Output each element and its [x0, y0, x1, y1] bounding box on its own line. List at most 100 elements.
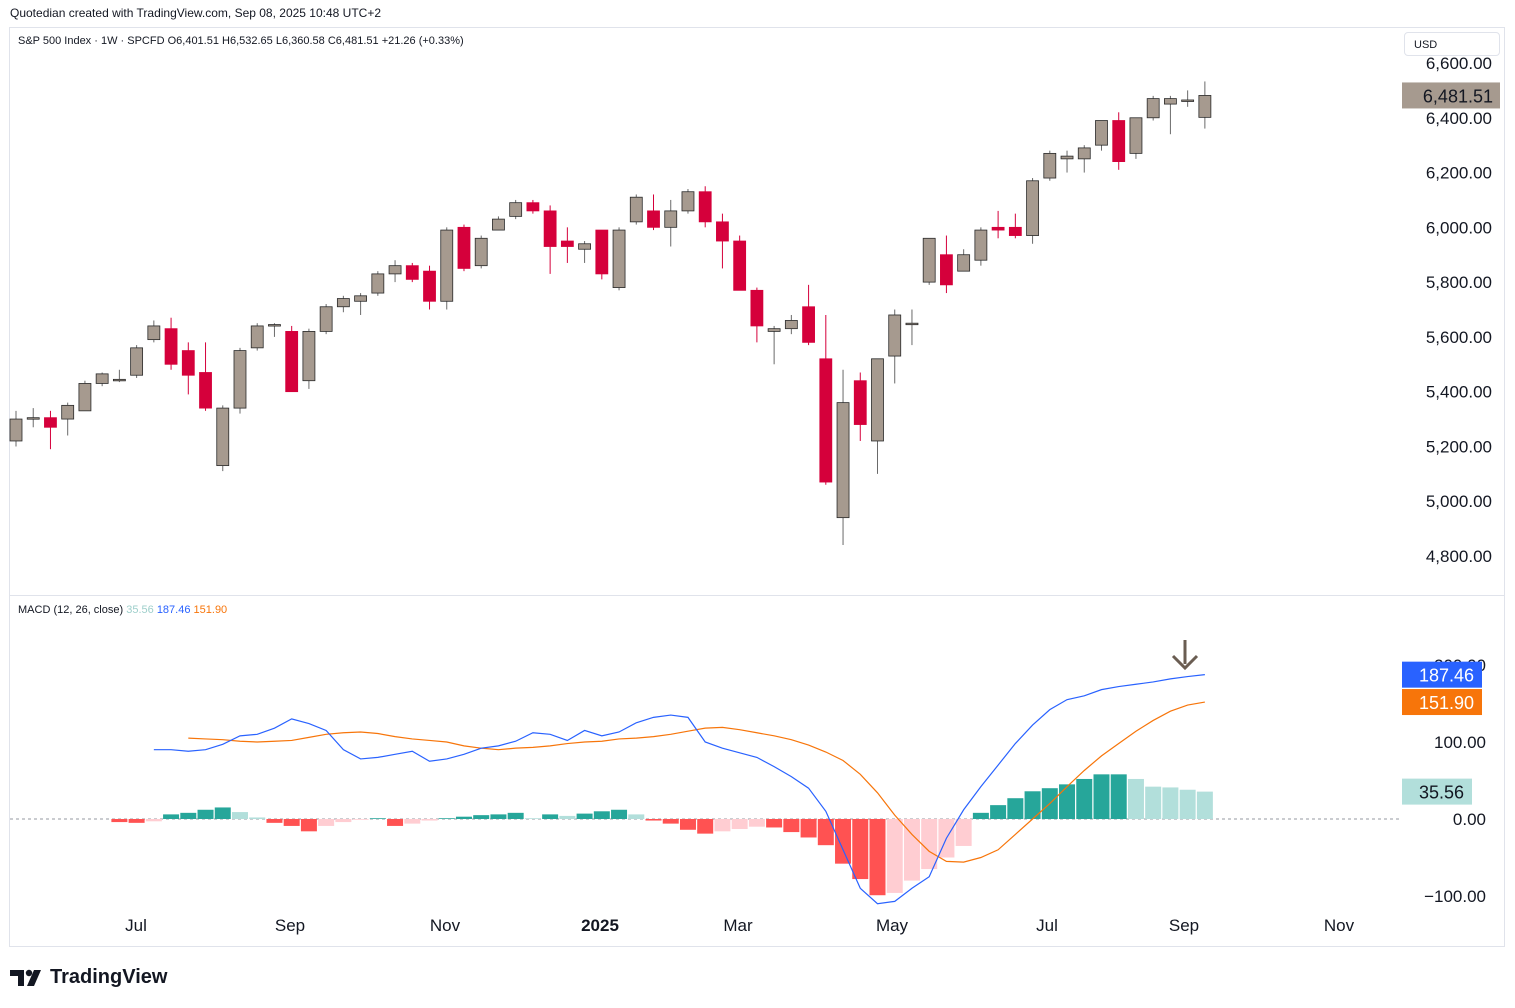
close-value: C6,481.51 [327, 35, 379, 47]
candle-body [44, 417, 57, 428]
candle-body [871, 358, 884, 442]
time-axis-label: 2025 [581, 916, 619, 935]
price-legend[interactable]: S&P 500 Index · 1W · SPCFD O6,401.51 H6,… [18, 35, 464, 47]
candle-body [1146, 98, 1160, 119]
macd-histogram-bar [1024, 791, 1041, 819]
candle-body [819, 358, 833, 483]
macd-histogram-bar [111, 819, 128, 823]
macd-histogram-bar [438, 818, 455, 819]
macd-histogram-bar [1196, 791, 1213, 819]
tradingview-icon [10, 969, 41, 986]
candle-body [629, 196, 643, 223]
hist-value-tag [1402, 778, 1472, 805]
candle-body [457, 226, 471, 269]
candle-body [1095, 120, 1108, 146]
macd-histogram-bar [972, 812, 989, 819]
macd-histogram-bar [283, 819, 300, 826]
macd-legend[interactable]: MACD (12, 26, close) 35.56 187.46 151.90 [18, 604, 227, 616]
macd-histogram-bar [335, 819, 352, 823]
candle-body [492, 218, 505, 231]
candle-body [354, 295, 368, 302]
macd-value-tag [1402, 661, 1482, 688]
macd-histogram-bar [628, 814, 645, 819]
price-axis-tick: 4,800.00 [1426, 547, 1492, 566]
candle-body [1198, 95, 1212, 118]
candle-body [423, 270, 436, 302]
candle-body [1043, 152, 1057, 179]
macd-histogram-bar [576, 813, 593, 819]
candle-body [250, 325, 264, 349]
symbol-label[interactable]: S&P 500 Index · 1W · SPCFD [18, 35, 165, 47]
candle-body [78, 383, 92, 412]
candle-body [233, 350, 247, 409]
macd-histogram-bar [421, 819, 438, 821]
candle-body [268, 324, 281, 327]
candle-body [836, 402, 850, 519]
candle-body [716, 221, 729, 242]
candle-body [681, 191, 695, 212]
macd-histogram-bar [214, 807, 231, 819]
macd-histogram-bar [817, 819, 834, 846]
macd-histogram-bar [455, 816, 472, 819]
macd-histogram-bar [490, 814, 507, 819]
candle-body [802, 306, 815, 343]
macd-value-label: 187.46 [1419, 666, 1474, 686]
macd-histogram-bar [869, 819, 886, 896]
candle-body [388, 265, 402, 275]
macd-histogram-bar [318, 819, 335, 826]
low-value: L6,360.58 [275, 35, 325, 47]
macd-histogram-bar [611, 809, 628, 819]
brand-name: TradingView [50, 966, 168, 988]
candle-body [61, 404, 75, 420]
tradingview-logo[interactable]: TradingView [10, 966, 167, 989]
currency-button[interactable]: USD [1404, 32, 1500, 56]
macd-signal-value: 151.90 [193, 604, 228, 616]
macd-histogram-bar [1145, 786, 1162, 819]
time-axis-label: Jul [1036, 916, 1058, 935]
price-axis-tick: 5,200.00 [1426, 437, 1492, 456]
macd-histogram-bar [128, 819, 145, 823]
macd-histogram-bar [559, 815, 576, 819]
candle-body [319, 306, 333, 332]
macd-histogram-bar [1179, 789, 1196, 819]
pane-divider[interactable] [10, 595, 1504, 596]
macd-histogram-bar [542, 814, 559, 819]
macd-histogram-bar [1127, 778, 1144, 819]
macd-hist-value: 35.56 [126, 604, 154, 616]
signal-value-tag [1402, 689, 1482, 716]
time-axis-label: Mar [723, 916, 753, 935]
candle-body [405, 265, 419, 280]
macd-axis-tick: −100.00 [1424, 887, 1486, 906]
macd-histogram-bar [766, 819, 783, 828]
macd-histogram-bar [1110, 774, 1127, 819]
macd-histogram-bar [662, 819, 679, 824]
macd-histogram-bar [886, 819, 903, 893]
candle-body [336, 298, 350, 308]
macd-histogram-bar [524, 818, 541, 819]
macd-indicator-name[interactable]: MACD (12, 26, close) [18, 604, 124, 616]
candle-body [1026, 180, 1039, 236]
change-value: +21.26 (+0.33%) [381, 35, 464, 47]
candle-body [147, 325, 161, 341]
macd-line-value: 187.46 [156, 604, 191, 616]
candle-body [199, 372, 212, 409]
candle-body [371, 273, 385, 294]
macd-signal-line [188, 701, 1205, 863]
time-axis-label: Jul [125, 916, 147, 935]
time-axis-label: Sep [1169, 916, 1199, 935]
annotation-arrow-head [1171, 654, 1199, 671]
candle-body [974, 229, 988, 261]
macd-histogram-bar [1076, 778, 1093, 819]
macd-histogram-bar [697, 819, 714, 834]
macd-histogram-bar [835, 819, 852, 864]
candle-body [130, 347, 144, 376]
candle-body [767, 328, 781, 332]
candle-body [181, 350, 195, 376]
candle-body [95, 373, 109, 384]
candle-body [595, 229, 609, 275]
candle-body [1164, 98, 1177, 105]
candle-body [784, 320, 798, 330]
time-axis-label: Sep [275, 916, 305, 935]
macd-histogram-bar [990, 805, 1007, 819]
